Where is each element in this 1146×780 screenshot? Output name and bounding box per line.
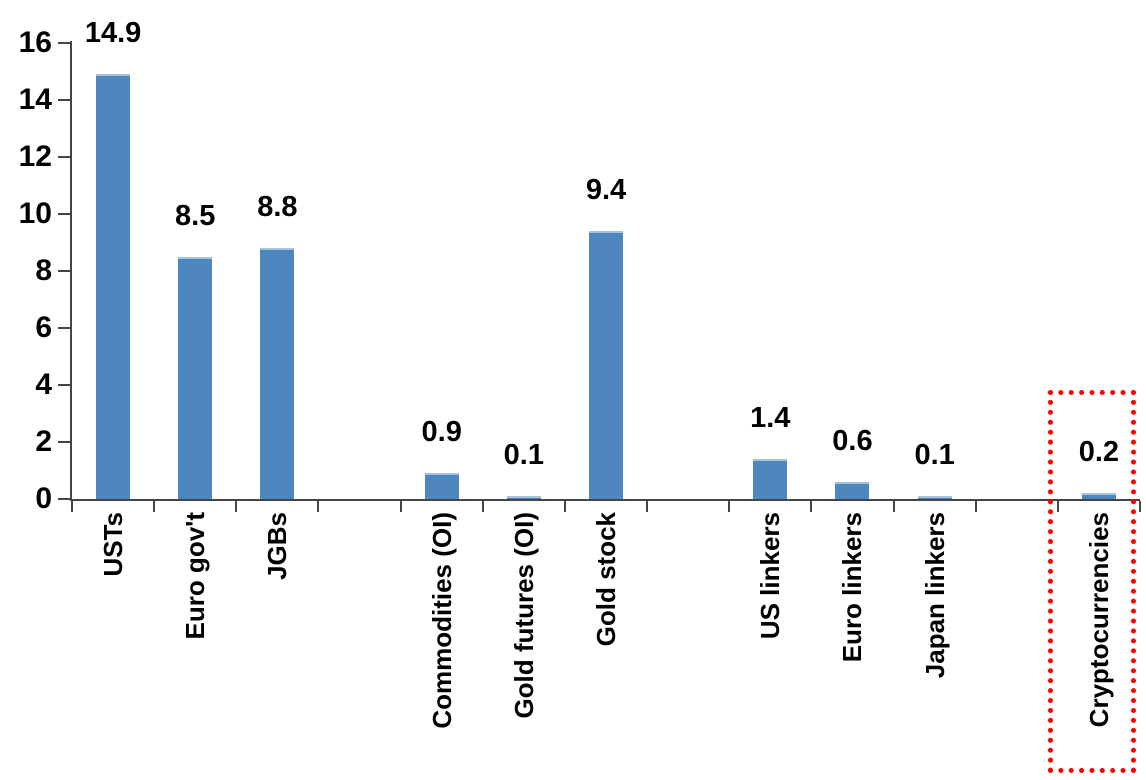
x-axis-tick xyxy=(892,501,895,512)
category-label: Commodities (OI) xyxy=(426,512,457,729)
bar-value-label: 14.9 xyxy=(84,17,142,50)
category-label: USTs xyxy=(98,512,129,577)
y-axis-line xyxy=(70,41,72,501)
bar xyxy=(753,459,788,499)
y-axis-tick xyxy=(58,270,70,272)
y-axis-tick xyxy=(58,327,70,329)
y-axis-tick xyxy=(58,99,70,101)
x-axis-tick xyxy=(317,501,320,512)
bar-value-label: 0.1 xyxy=(914,439,955,472)
y-axis-tick-label: 12 xyxy=(18,140,52,173)
y-axis-tick-label: 0 xyxy=(35,482,52,515)
bar-value-label: 0.9 xyxy=(421,416,462,449)
category-label: JGBs xyxy=(262,512,293,580)
category-label: Euro gov't xyxy=(180,512,211,640)
category-label: Euro linkers xyxy=(837,512,868,663)
x-axis-tick xyxy=(71,501,73,512)
y-axis-tick xyxy=(58,441,70,443)
x-axis-tick xyxy=(399,501,402,512)
y-axis-tick xyxy=(58,384,70,386)
bar xyxy=(96,74,131,499)
bar xyxy=(835,481,870,499)
bar xyxy=(1081,493,1116,499)
category-label: Gold stock xyxy=(591,512,621,647)
y-axis-tick xyxy=(58,42,70,44)
bar-value-label: 0.6 xyxy=(832,424,873,457)
bar xyxy=(424,473,459,499)
y-axis-tick-label: 2 xyxy=(35,425,52,458)
x-axis-tick xyxy=(1056,501,1059,512)
x-axis-line xyxy=(70,499,1140,501)
bar xyxy=(589,231,623,499)
bar xyxy=(506,496,541,499)
bar-value-label: 0.1 xyxy=(503,439,544,472)
bar xyxy=(260,248,295,499)
y-axis-tick-label: 16 xyxy=(18,26,52,59)
x-axis-tick xyxy=(1139,501,1141,512)
y-axis-tick xyxy=(58,156,70,158)
y-axis-tick-label: 4 xyxy=(35,368,52,401)
x-axis-tick xyxy=(974,501,977,512)
category-label: Gold futures (OI) xyxy=(508,512,539,719)
x-axis-tick xyxy=(563,501,566,512)
y-axis-tick-label: 6 xyxy=(35,311,52,344)
x-axis-tick xyxy=(235,501,238,512)
x-axis-tick xyxy=(481,501,484,512)
bar-value-label: 0.2 xyxy=(1078,436,1120,469)
bar-value-label: 1.4 xyxy=(750,402,791,435)
y-axis-tick xyxy=(58,213,70,215)
x-axis-tick xyxy=(646,501,649,512)
bar xyxy=(917,496,952,499)
category-label: US linkers xyxy=(755,512,786,640)
x-axis-tick xyxy=(810,501,813,512)
bar-value-label: 8.8 xyxy=(257,191,298,224)
highlight-box xyxy=(1048,390,1136,773)
y-axis-tick-label: 10 xyxy=(18,197,52,230)
category-label: Japan linkers xyxy=(919,512,950,679)
y-axis-tick xyxy=(58,498,70,500)
y-axis-tick-label: 8 xyxy=(35,254,52,287)
y-axis-tick-label: 14 xyxy=(18,83,52,116)
x-axis-tick xyxy=(728,501,731,512)
bar-value-label: 9.4 xyxy=(585,174,627,207)
bar xyxy=(178,256,213,499)
x-axis-tick xyxy=(153,501,156,512)
bar-value-label: 8.5 xyxy=(175,199,216,232)
